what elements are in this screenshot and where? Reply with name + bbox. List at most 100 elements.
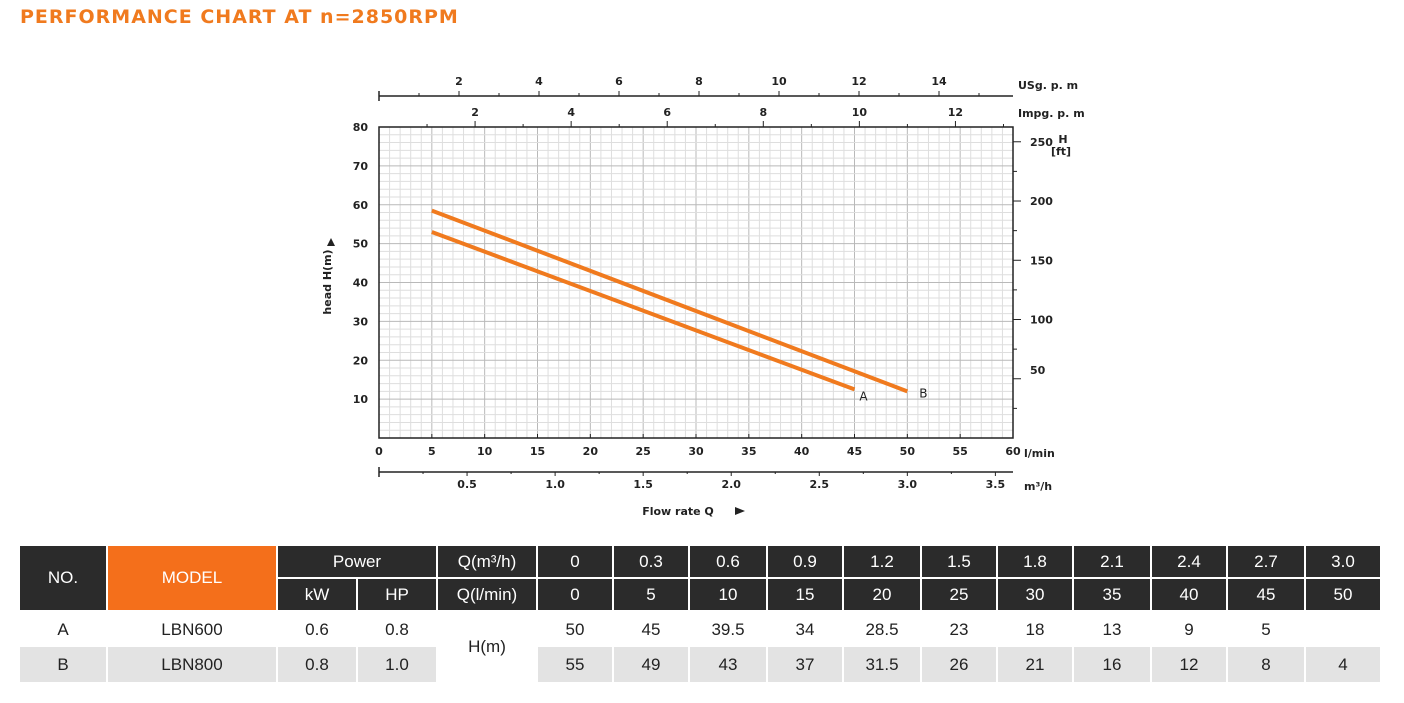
q-m3h-cell: 2.4 [1151,546,1228,579]
row-model: LBN800 [107,647,278,682]
q-lmin-cell: 5 [613,578,690,612]
imp-unit-label: Impg. p. m [1018,107,1085,120]
y-tick-label: 20 [353,354,369,367]
m3h-unit-label: m³/h [1024,480,1052,493]
performance-chart: 0 5 10 15 20 25 30 35 40 45 50 55 60 l/min10203040506… [321,75,1085,518]
q-m3h-cell: 2.1 [1073,546,1152,579]
m3h-tick-label: 3.5 [986,478,1006,491]
imp-tick-label: 10 [852,106,868,119]
imp-tick-label: 12 [948,106,963,119]
x-unit-label: l/min [1024,447,1055,460]
row-hp: 0.8 [357,611,438,647]
head-cell: 5 [1227,611,1306,647]
q-m3h-cell: 1.2 [843,546,922,579]
head-cell: 39.5 [689,611,768,647]
series-label-b: B [919,386,927,400]
head-cell: 18 [997,611,1074,647]
header-hp: HP [357,578,438,612]
q-m3h-cell: 1.8 [997,546,1074,579]
performance-table: NO. MODEL Power Q(m³/h) 0 0.3 0.6 0.9 1.… [20,546,1382,682]
usg-tick-label: 14 [931,75,947,88]
header-q-lmin: Q(l/min) [437,578,538,612]
row-kw: 0.6 [277,611,358,647]
y-tick-label: 50 [353,238,369,251]
head-cell: 16 [1073,647,1152,682]
imp-tick-label: 6 [663,106,671,119]
usg-tick-label: 4 [535,75,543,88]
m3h-tick-label: 0.5 [457,478,477,491]
series-line-b [431,208,909,394]
x-tick-label: 15 [530,445,545,458]
head-cell: 50 [537,611,614,647]
imp-tick-label: 8 [759,106,767,119]
x-tick-label: 10 [477,445,493,458]
x-tick-label: 45 [847,445,862,458]
head-cell: 21 [997,647,1074,682]
head-cell: 23 [921,611,998,647]
table-header-row-2: kW HP Q(l/min) 0 5 10 15 20 25 30 35 40 … [20,578,1382,612]
x-tick-label: 60 [1005,445,1021,458]
ft-tick-label: 100 [1030,314,1053,327]
header-model: MODEL [107,546,278,612]
header-no: NO. [20,546,108,612]
q-lmin-cell: 25 [921,578,998,612]
chart-axes [327,91,1021,515]
x-tick-label: 35 [741,445,756,458]
q-lmin-cell: 30 [997,578,1074,612]
q-m3h-cell: 0.6 [689,546,768,579]
head-cell [1305,611,1382,647]
x-tick-label: 25 [636,445,651,458]
x-axis-arrow-icon [735,507,745,515]
series-line-a [431,230,856,392]
row-no: B [20,647,108,682]
head-cell: 4 [1305,647,1382,682]
table-header-row-1: NO. MODEL Power Q(m³/h) 0 0.3 0.6 0.9 1.… [20,546,1382,612]
q-m3h-cell: 0.9 [767,546,844,579]
usg-tick-label: 12 [851,75,866,88]
head-cell: 34 [767,611,844,647]
q-lmin-cell: 35 [1073,578,1152,612]
imp-tick-label: 4 [567,106,575,119]
ft-unit-label: H [1058,133,1067,146]
head-cell: 13 [1073,611,1152,647]
x-tick-label: 30 [688,445,704,458]
q-lmin-cell: 40 [1151,578,1228,612]
head-cell: 26 [921,647,998,682]
head-cell: 37 [767,647,844,682]
ft-tick-label: 150 [1030,254,1053,267]
q-lmin-cell: 45 [1227,578,1306,612]
x-tick-label: 0 [375,445,383,458]
chart-labels: 0 5 10 15 20 25 30 35 40 45 50 55 60 l/min10203040506… [321,75,1085,518]
head-cell: 12 [1151,647,1228,682]
usg-tick-label: 8 [695,75,703,88]
q-lmin-cell: 0 [537,578,614,612]
x-tick-label: 50 [900,445,916,458]
head-cell: 9 [1151,611,1228,647]
m3h-tick-label: 1.0 [545,478,565,491]
row-hp: 1.0 [357,647,438,682]
y-axis-arrow-icon [327,238,335,246]
header-hm: H(m) [437,611,538,682]
y-tick-label: 10 [353,393,369,406]
row-model: LBN600 [107,611,278,647]
y-tick-label: 30 [353,315,369,328]
head-cell: 45 [613,611,690,647]
m3h-tick-label: 2.5 [810,478,830,491]
head-cell: 8 [1227,647,1306,682]
ft-tick-label: 250 [1030,136,1053,149]
y-tick-label: 60 [353,199,369,212]
q-lmin-cell: 50 [1305,578,1382,612]
y-tick-label: 70 [353,160,369,173]
chart-series [431,208,909,394]
ft-tick-label: 200 [1030,195,1053,208]
head-cell: 55 [537,647,614,682]
usg-unit-label: USg. p. m [1018,79,1078,92]
q-m3h-cell: 0.3 [613,546,690,579]
table-row: B LBN800 0.8 1.0 55 49 43 37 31.5 26 21 … [20,647,1382,682]
head-cell: 31.5 [843,647,922,682]
usg-tick-label: 6 [615,75,623,88]
q-m3h-cell: 1.5 [921,546,998,579]
x-axis-label: Flow rate Q [642,505,714,518]
usg-tick-label: 10 [771,75,787,88]
q-lmin-cell: 10 [689,578,768,612]
